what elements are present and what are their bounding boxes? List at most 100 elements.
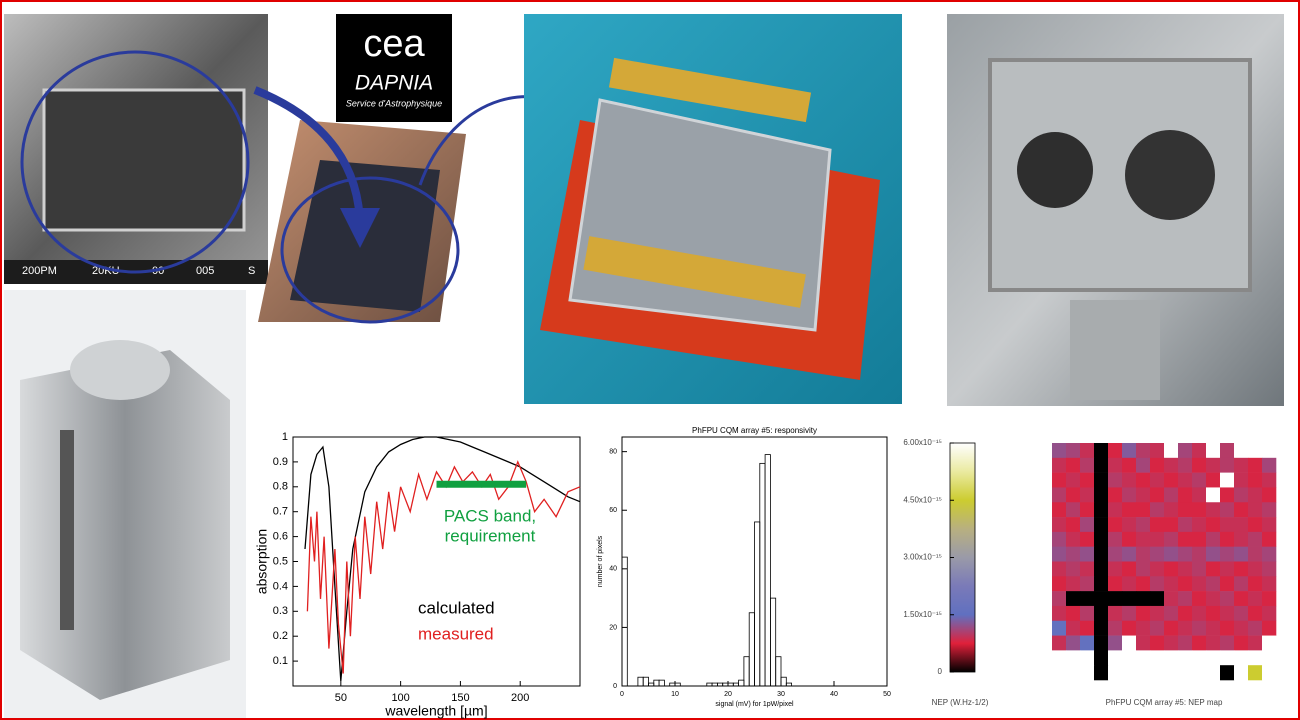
heat-cell — [1094, 562, 1108, 577]
heat-cell — [1206, 458, 1220, 473]
heat-cell — [1248, 621, 1262, 636]
heat-cell — [1164, 502, 1178, 517]
heat-cell — [1192, 487, 1206, 502]
heat-cell — [1122, 576, 1136, 591]
heat-cell — [1192, 636, 1206, 651]
heat-cell — [1108, 547, 1122, 562]
y-tick-label: 40 — [609, 566, 617, 573]
heat-cell — [1108, 636, 1122, 651]
heat-cell — [1094, 502, 1108, 517]
heat-cell — [1248, 562, 1262, 577]
heat-cell — [1178, 576, 1192, 591]
heat-cell — [1206, 650, 1220, 665]
chart-title: PhFPU CQM array #5: NEP map — [1106, 698, 1223, 707]
heat-cell — [1220, 458, 1234, 473]
heat-cell — [1220, 502, 1234, 517]
heat-cell — [1192, 621, 1206, 636]
x-tick-label: 50 — [335, 692, 347, 704]
heat-cell — [1248, 650, 1262, 665]
heat-cell — [1192, 473, 1206, 488]
heat-cell — [1220, 606, 1234, 621]
heat-cell — [1178, 532, 1192, 547]
heat-cell — [1262, 473, 1276, 488]
heat-cell — [1192, 665, 1206, 680]
heat-cell — [1164, 547, 1178, 562]
heat-cell — [1052, 576, 1066, 591]
logo-brand: cea — [363, 23, 425, 65]
y-tick-label: 0.1 — [273, 655, 288, 667]
heat-cell — [1248, 532, 1262, 547]
heat-cell — [1164, 458, 1178, 473]
heat-cell — [1052, 606, 1066, 621]
heat-cell — [1136, 591, 1150, 606]
heat-cell — [1248, 458, 1262, 473]
heat-cell — [1178, 591, 1192, 606]
heat-cell — [1262, 547, 1276, 562]
heat-cell — [1080, 650, 1094, 665]
heat-cell — [1192, 502, 1206, 517]
heat-cell — [1220, 443, 1234, 458]
heat-cell — [1234, 576, 1248, 591]
heat-cell — [1248, 591, 1262, 606]
heat-cell — [1220, 473, 1234, 488]
heat-cell — [1122, 636, 1136, 651]
heat-cell — [1164, 576, 1178, 591]
detector-photo — [524, 14, 902, 404]
y-tick-label: 0.9 — [273, 456, 288, 468]
heat-cell — [1066, 591, 1080, 606]
heat-cell — [1136, 665, 1150, 680]
heat-cell — [1234, 443, 1248, 458]
heat-cell — [1108, 458, 1122, 473]
heat-cell — [1122, 665, 1136, 680]
heat-cell — [1220, 532, 1234, 547]
heat-cell — [1178, 665, 1192, 680]
annotation: requirement — [445, 526, 536, 545]
heat-cell — [1150, 591, 1164, 606]
heat-cell — [1248, 606, 1262, 621]
heat-cell — [1066, 532, 1080, 547]
heat-cell — [1164, 636, 1178, 651]
heat-cell — [1052, 532, 1066, 547]
heat-cell — [1262, 562, 1276, 577]
heat-cell — [1150, 665, 1164, 680]
heat-cell — [1052, 458, 1066, 473]
x-tick-label: 20 — [724, 691, 732, 698]
heat-cell — [1052, 562, 1066, 577]
heat-cell — [1234, 517, 1248, 532]
legend-entry: measured — [418, 624, 494, 643]
heat-cell — [1164, 473, 1178, 488]
heat-cell — [1178, 562, 1192, 577]
heat-cell — [1080, 443, 1094, 458]
heat-cell — [1178, 547, 1192, 562]
legend-entry: calculated — [418, 598, 495, 617]
heat-cell — [1220, 576, 1234, 591]
heat-cell — [1108, 502, 1122, 517]
heat-cell — [1052, 473, 1066, 488]
y-axis-label: number of pixels — [597, 535, 604, 587]
heat-cell — [1108, 621, 1122, 636]
heat-cell — [1262, 621, 1276, 636]
heat-cell — [1220, 487, 1234, 502]
heat-cell — [1150, 473, 1164, 488]
hist-bar — [749, 613, 754, 686]
heat-cell — [1206, 443, 1220, 458]
heat-cell — [1220, 636, 1234, 651]
heat-cell — [1136, 547, 1150, 562]
heat-cell — [1220, 621, 1234, 636]
heat-cell — [1262, 532, 1276, 547]
heat-cell — [1248, 443, 1262, 458]
heat-cell — [1206, 591, 1220, 606]
heat-cell — [1192, 547, 1206, 562]
heat-cell — [1150, 517, 1164, 532]
heat-cell — [1136, 576, 1150, 591]
heat-cell — [1080, 576, 1094, 591]
heat-cell — [1094, 473, 1108, 488]
heat-cell — [1164, 621, 1178, 636]
x-axis-label: wavelength [µm] — [384, 703, 487, 719]
heat-cell — [1192, 532, 1206, 547]
heat-cell — [1262, 443, 1276, 458]
heat-cell — [1262, 636, 1276, 651]
heat-cell — [1262, 606, 1276, 621]
heat-cell — [1136, 606, 1150, 621]
heat-cell — [1248, 473, 1262, 488]
